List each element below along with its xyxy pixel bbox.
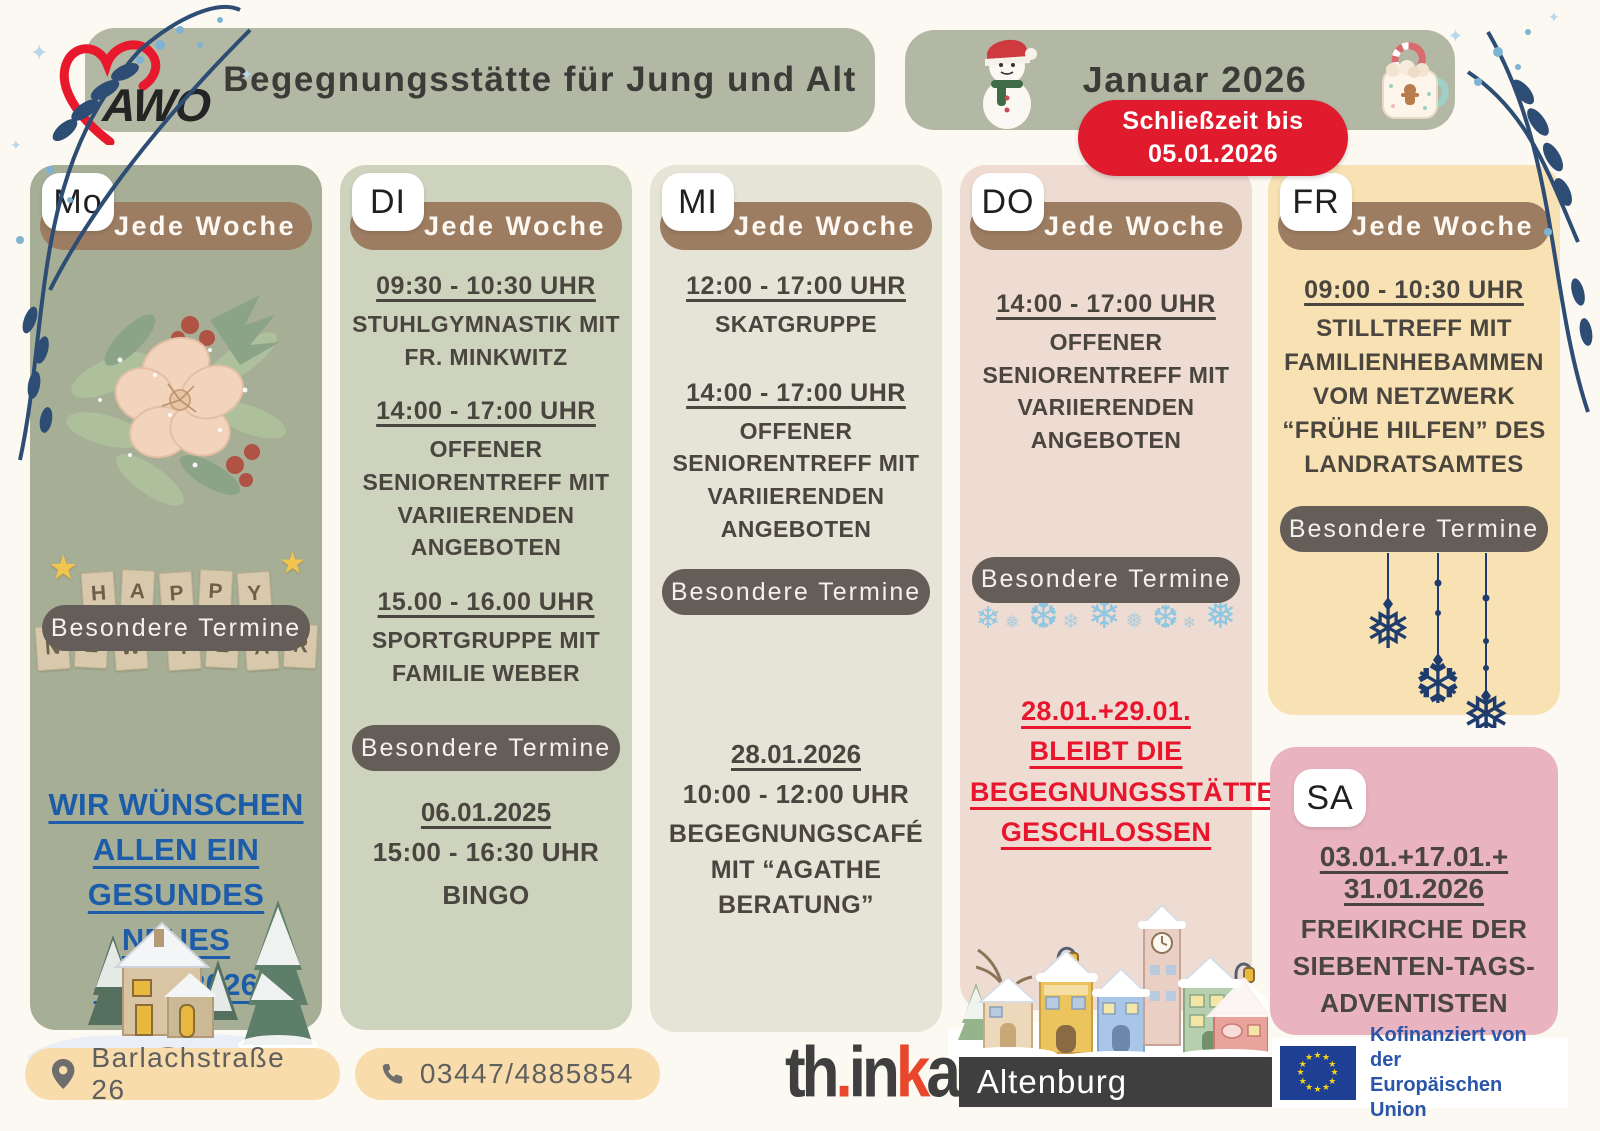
eu-funding-block: ★ ★ ★ ★ ★ ★ ★ ★ ★ ★ ★ ★ Kofinanziert von der Europä… [1272,1024,1568,1121]
star-icon: ★ [279,547,306,580]
event-desc: STILLTREFF MIT FAMILIENHEBAMMEN VOM NETZ… [1282,315,1546,479]
closure-line: BLEIBT DIE [1029,736,1183,767]
event-time: 12:00 - 17:00 UHR [686,272,906,300]
winter-flower-icon [66,295,287,506]
thinka-logo-text: th.inka [785,1037,961,1109]
thinka-dot: . [835,1033,853,1113]
thinka-a: a [926,1033,961,1113]
column-friday: FR Jede Woche 09:00 - 10:30 UHR STILLTRE… [1268,165,1560,728]
event: 15.00 - 16.00 UHR SPORTGRUPPE MIT FAMILI… [350,588,622,689]
snowman-icon [983,39,1037,129]
closure-badge: Schließzeit bis 05.01.2026 [1078,100,1348,176]
svg-text:❅: ❅ [1461,680,1511,728]
special-desc: BINGO [442,880,530,911]
day-badge-saturday: SA [1294,769,1366,827]
eu-text-line1: Kofinanziert von der [1370,1024,1527,1071]
day-badge-friday: FR [1280,173,1352,231]
event: 09:00 - 10:30 UHR STILLTREFF MIT FAMILIE… [1278,276,1550,482]
special-pill-wednesday: Besondere Termine [662,569,930,616]
phone-icon [382,1063,403,1084]
day-badge-tuesday: DI [352,173,424,231]
thinka-k: k [895,1033,931,1113]
closure-badge-line2: 05.01.2026 [1147,140,1279,168]
closure-badge-line1: Schließzeit bis [1122,107,1304,135]
greeting-line: GESUNDES NEUES [87,876,265,957]
special-date: 06.01.2025 [420,797,552,828]
event-time: 09:00 - 10:30 UHR [1304,276,1524,304]
eu-text-line2: Europäischen Union [1370,1074,1503,1121]
special-time: 10:00 - 12:00 UHR [682,779,910,810]
phone-badge: 03447/4885854 [355,1048,660,1100]
event-desc: OFFENER SENIORENTREFF MIT VARIIERENDEN A… [982,329,1230,453]
svg-text:✦: ✦ [30,41,48,66]
awo-logo-text: AWO [101,79,212,131]
column-saturday: SA 03.01.+17.01.+ 31.01.2026 FREIKIRCHE … [1270,747,1558,1035]
event-desc: STUHLGYMNASTIK MIT FR. MINKWITZ [352,311,620,370]
event-desc: OFFENER SENIORENTREFF MIT VARIIERENDEN A… [672,417,920,542]
thinka-city-text: Altenburg [976,1063,1128,1100]
day-badge-wednesday: MI [662,173,734,231]
svg-text:✦: ✦ [10,138,22,154]
special-pill-friday: Besondere Termine [1280,506,1548,553]
event: 12:00 - 17:00 UHR SKATGRUPPE [660,272,932,341]
day-badge-monday: Mo [42,173,114,231]
special-time: 15:00 - 16:30 UHR [372,837,600,868]
greeting-line: WIR WÜNSCHEN [48,787,304,822]
closure-line: GESCHLOSSEN [1000,817,1212,848]
event: 09:30 - 10:30 UHR STUHLGYMNASTIK MIT FR.… [350,272,622,373]
address-text: Barlachstraße 26 [91,1042,286,1105]
column-wednesday: MI Jede Woche 12:00 - 17:00 UHR SKATGRUP… [650,165,942,1032]
thinka-in: in [848,1033,900,1113]
column-thursday: DO Jede Woche 14:00 - 17:00 UHR OFFENER … [948,165,1275,1065]
page-title: Begegnungsstätte für Jung und Alt [223,60,857,99]
special-pill-thursday: Besondere Termine [972,556,1240,603]
event: 14:00 - 17:00 UHR OFFENER SENIORENTREFF … [970,290,1242,457]
cocoa-mug-icon [1382,42,1449,119]
column-monday: Mo Jede Woche [28,165,328,1085]
awo-logo: AWO [55,30,212,147]
special-pill-monday: Besondere Termine [42,605,310,651]
star-icon: ★ [48,549,79,587]
eu-flag-icon: ★ ★ ★ ★ ★ ★ ★ ★ ★ ★ ★ ★ [1280,1046,1356,1100]
winter-village-illustration [948,903,1268,1065]
eu-funding-text: Kofinanziert von der Europäischen Union [1370,1023,1560,1123]
thinka-logo: th.inka Altenburg [785,1037,1334,1109]
address-badge: Barlachstraße 26 [25,1042,340,1105]
closure-line: 28.01.+29.01. [1021,695,1191,726]
special-date: 28.01.2026 [730,739,862,770]
thinka-city-bar: Altenburg [958,1057,1334,1107]
svg-text:✦: ✦ [1548,10,1560,26]
column-tuesday: DI Jede Woche 09:30 - 10:30 UHR STUHLGYM… [340,165,632,1030]
special-dates-line2: 31.01.2026 [1343,873,1485,904]
event-time: 14:00 - 17:00 UHR [686,378,906,407]
svg-text:❅: ❅ [1365,597,1412,662]
event-time: 14:00 - 17:00 UHR [376,397,596,426]
phone-text: 03447/4885854 [419,1058,634,1089]
location-pin-icon [51,1058,75,1090]
greeting-line: ALLEN EIN [92,831,260,867]
event: 14:00 - 17:00 UHR OFFENER SENIORENTREFF … [350,397,622,564]
hanging-snowflakes-icon: ❅ ❆ ❅ [1365,553,1511,728]
month-title: Januar 2026 [1082,59,1308,100]
event-desc: SPORTGRUPPE MIT FAMILIE WEBER [371,626,601,686]
day-badge-thursday: DO [972,173,1044,231]
special-pill-tuesday: Besondere Termine [352,725,620,772]
event-desc: OFFENER SENIORENTREFF MIT VARIIERENDEN A… [362,436,610,561]
event-time: 15.00 - 16.00 UHR [377,587,595,616]
event-desc: SKATGRUPPE [714,311,878,337]
thinka-th: th [785,1033,839,1113]
event-time: 14:00 - 17:00 UHR [996,290,1216,318]
special-dates-line1: 03.01.+17.01.+ [1319,841,1509,872]
closure-line: BEGEGNUNGSSTÄTTE [970,776,1275,807]
event: 14:00 - 17:00 UHR OFFENER SENIORENTREFF … [660,379,932,546]
special-desc: BEGEGNUNGSCAFÉ MIT “AGATHE BERATUNG” [668,820,924,920]
special-desc: FREIKIRCHE DER SIEBENTEN-TAGS-ADVENTISTE… [1292,914,1536,1018]
svg-text:❆: ❆ [1415,652,1462,717]
event-time: 09:30 - 10:30 UHR [376,272,596,300]
